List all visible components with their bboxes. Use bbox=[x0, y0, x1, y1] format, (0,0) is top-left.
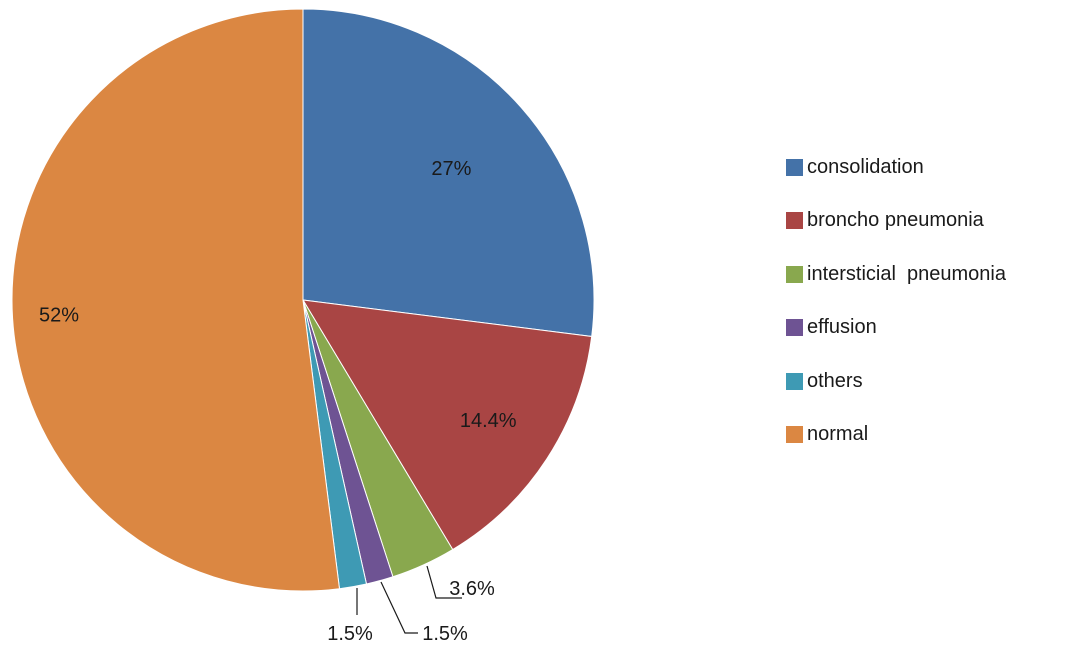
legend-swatch bbox=[786, 319, 803, 336]
pie-slice-normal bbox=[11, 8, 341, 592]
legend-item-intersticial-pneumonia: intersticial pneumonia bbox=[786, 257, 1006, 291]
legend-swatch bbox=[786, 265, 803, 283]
legend-swatch bbox=[786, 212, 803, 229]
legend-item-broncho-pneumonia: broncho pneumonia bbox=[786, 204, 1006, 238]
legend-label: broncho pneumonia bbox=[807, 209, 984, 231]
legend-item-others: others bbox=[786, 364, 1006, 398]
legend-label: consolidation bbox=[807, 155, 924, 178]
legend-label: intersticial pneumonia bbox=[807, 262, 1006, 285]
leader-line-intersticial-pneumonia bbox=[426, 565, 462, 599]
slice-label-intersticial-pneumonia: 3.6% bbox=[449, 578, 495, 600]
legend-swatch bbox=[786, 426, 803, 443]
pie-slice-consolidation bbox=[302, 8, 595, 338]
slice-label-effusion: 1.5% bbox=[422, 623, 468, 645]
chart-legend: consolidation broncho pneumonia interstici… bbox=[786, 150, 1006, 471]
leader-line-effusion bbox=[380, 581, 418, 634]
legend-label: others bbox=[807, 369, 863, 392]
slice-label-others: 1.5% bbox=[327, 623, 373, 645]
legend-item-effusion: effusion bbox=[786, 311, 1006, 345]
legend-item-consolidation: consolidation bbox=[786, 150, 1006, 184]
legend-item-normal: normal bbox=[786, 418, 1006, 452]
slice-label-normal: 52% bbox=[39, 304, 79, 326]
slice-label-consolidation: 27% bbox=[431, 158, 471, 180]
legend-label: effusion bbox=[807, 316, 877, 338]
legend-swatch bbox=[786, 372, 803, 390]
legend-label: normal bbox=[807, 423, 869, 445]
slice-label-broncho-pneumonia: 14.4% bbox=[460, 410, 517, 432]
pie-slice-broncho-pneumonia bbox=[302, 299, 593, 551]
legend-swatch bbox=[786, 158, 803, 176]
